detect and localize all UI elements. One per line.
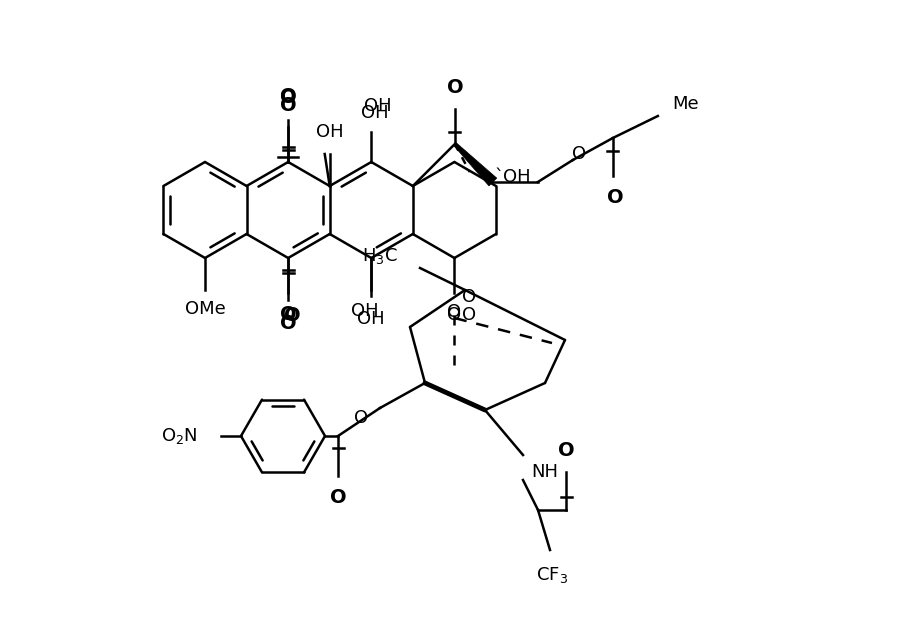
Text: O: O xyxy=(284,306,300,325)
Text: O: O xyxy=(462,288,477,306)
Text: CF$_3$: CF$_3$ xyxy=(536,565,568,585)
Text: Me: Me xyxy=(672,95,698,113)
Text: O: O xyxy=(447,78,463,97)
Text: O: O xyxy=(462,306,477,324)
Text: O: O xyxy=(557,441,575,460)
Text: H$_3$C: H$_3$C xyxy=(362,246,398,266)
Text: O: O xyxy=(329,488,346,507)
Text: O$_2$N: O$_2$N xyxy=(161,426,198,446)
Text: OH: OH xyxy=(358,310,385,328)
Text: O: O xyxy=(280,305,296,324)
Text: O: O xyxy=(447,306,461,324)
Text: OH: OH xyxy=(316,123,343,141)
Text: OH: OH xyxy=(351,302,379,320)
Text: O: O xyxy=(280,314,296,333)
Text: O: O xyxy=(354,409,368,427)
Text: OMe: OMe xyxy=(185,300,225,318)
Polygon shape xyxy=(454,142,497,186)
Text: O: O xyxy=(447,303,461,321)
Text: O: O xyxy=(572,145,586,163)
Text: O: O xyxy=(280,88,296,107)
Text: OH: OH xyxy=(361,104,389,122)
Text: NH: NH xyxy=(531,463,558,481)
Text: `OH: `OH xyxy=(495,168,532,186)
Text: O: O xyxy=(607,188,623,207)
Text: O: O xyxy=(280,96,296,115)
Text: O: O xyxy=(280,87,296,106)
Text: OH: OH xyxy=(364,97,393,115)
